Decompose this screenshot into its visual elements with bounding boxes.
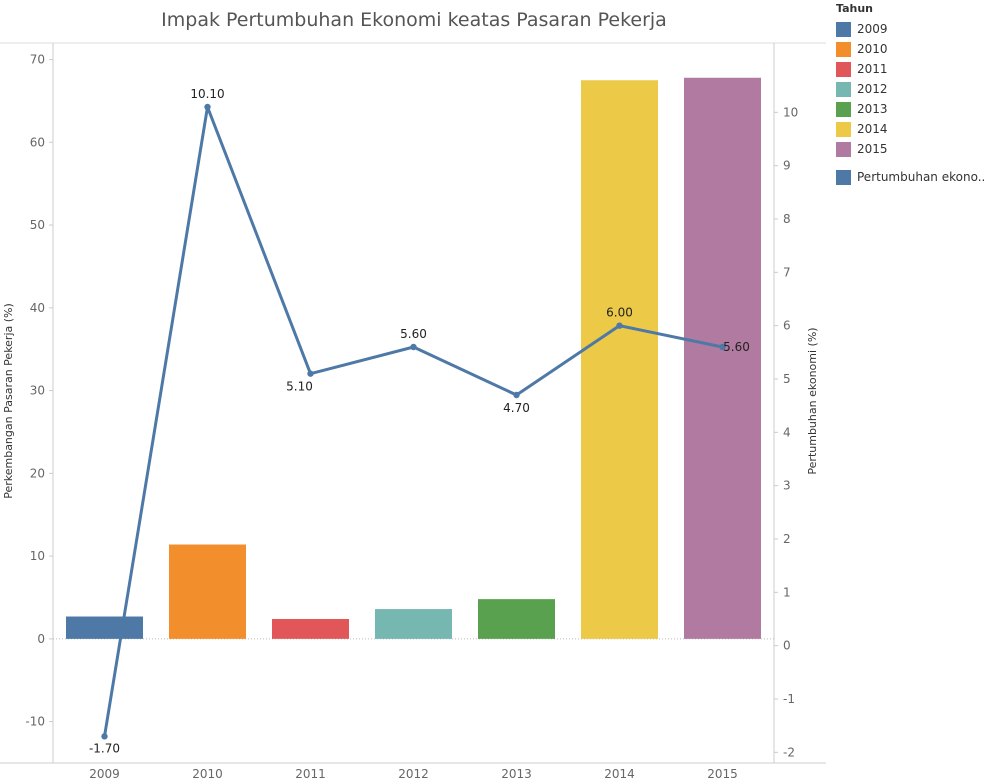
line-data-label: 10.10 — [190, 87, 224, 101]
legend-swatch — [836, 61, 851, 77]
legend-label: Pertumbuhan ekono.. — [857, 170, 984, 184]
bar — [478, 599, 555, 639]
legend-label: 2015 — [857, 142, 888, 156]
legend-item[interactable]: 2012 — [836, 79, 984, 99]
y-tick-label-right: 10 — [783, 105, 798, 119]
y-tick-label-right: 9 — [783, 159, 791, 173]
y-tick-label-right: 7 — [783, 265, 791, 279]
data-labels: -1.70 10.10 5.10 5.60 4.70 6.00 5.60 — [89, 87, 750, 755]
y-tick-label-right: 2 — [783, 532, 791, 546]
y-tick-label-right: 1 — [783, 585, 791, 599]
bar-series — [66, 77, 761, 639]
legend-swatch — [836, 101, 851, 117]
legend-label: 2012 — [857, 82, 888, 96]
bar — [66, 616, 143, 639]
legend-item[interactable]: 2011 — [836, 59, 984, 79]
y-tick-label-left: 30 — [30, 384, 45, 398]
y-tick-label-right: 6 — [783, 319, 791, 333]
line-data-label: 6.00 — [606, 306, 633, 320]
x-tick-label: 2015 — [707, 767, 738, 781]
y-axis-label-left: Perkembangan Pasaran Pekerja (%) — [2, 303, 15, 499]
y-tick-label-left: 10 — [30, 549, 45, 563]
y-tick-label-right: 8 — [783, 212, 791, 226]
y-tick-label-left: 20 — [30, 466, 45, 480]
y-tick-label-left: 40 — [30, 301, 45, 315]
legend-swatch — [836, 141, 851, 157]
line-point — [204, 103, 211, 111]
bar — [272, 619, 349, 639]
bar — [375, 609, 452, 639]
x-tick-label: 2009 — [89, 767, 120, 781]
legend-swatch — [836, 21, 851, 37]
x-tick-label: 2014 — [604, 767, 635, 781]
legend-item[interactable]: 2009 — [836, 19, 984, 39]
y-tick-label-left: 0 — [37, 632, 45, 646]
line-data-label: 4.70 — [503, 401, 530, 415]
legend-title: Tahun — [836, 2, 874, 15]
y-tick-label-right: 4 — [783, 425, 791, 439]
line-data-label: 5.60 — [723, 340, 750, 354]
line-series — [101, 103, 726, 740]
legend-swatch — [836, 169, 851, 185]
line-point — [513, 391, 520, 399]
line-point — [101, 733, 108, 740]
line-point — [307, 370, 314, 377]
line-point — [719, 343, 726, 351]
y-tick-label-left: 50 — [30, 218, 45, 232]
line-point — [410, 343, 417, 351]
line-data-label: -1.70 — [89, 741, 120, 755]
line-data-label: 5.10 — [286, 380, 313, 394]
y-tick-label-right: 3 — [783, 479, 791, 493]
legend-items: 2009 2010 2011 2012 2013 2014 2015 — [836, 19, 984, 159]
bar — [684, 77, 761, 639]
y-axis-label-right: Pertumbuhan ekonomi (%) — [806, 327, 819, 474]
bar — [169, 544, 246, 639]
x-tick-label: 2011 — [295, 767, 326, 781]
legend-label: 2013 — [857, 102, 888, 116]
y-tick-label-right: 5 — [783, 372, 791, 386]
y-tick-label-left: 60 — [30, 135, 45, 149]
legend-label: 2009 — [857, 22, 888, 36]
legend-swatch — [836, 41, 851, 57]
x-tick-label: 2013 — [501, 767, 532, 781]
y-tick-label-right: 0 — [783, 639, 791, 653]
legend: Tahun 2009 2010 2011 2012 2013 2014 2015 Pertu… — [836, 2, 984, 187]
y-tick-label-left: 70 — [30, 53, 45, 67]
legend-label: 2014 — [857, 122, 888, 136]
legend-item[interactable]: 2010 — [836, 39, 984, 59]
legend-item-line[interactable]: Pertumbuhan ekono.. — [836, 167, 984, 187]
line-data-label: 5.60 — [400, 327, 427, 341]
legend-label: 2010 — [857, 42, 888, 56]
legend-item[interactable]: 2014 — [836, 119, 984, 139]
legend-swatch — [836, 121, 851, 137]
y-tick-label-right: -1 — [783, 692, 795, 706]
legend-item[interactable]: 2013 — [836, 99, 984, 119]
legend-swatch — [836, 81, 851, 97]
chart-title: Impak Pertumbuhan Ekonomi keatas Pasaran… — [161, 9, 667, 31]
line-point — [616, 322, 623, 329]
legend-label: 2011 — [857, 62, 888, 76]
bar — [581, 80, 658, 639]
y-tick-label-left: -10 — [25, 715, 45, 729]
x-tick-label: 2012 — [398, 767, 429, 781]
legend-item[interactable]: 2015 — [836, 139, 984, 159]
y-tick-label-right: -2 — [783, 745, 795, 759]
x-tick-label: 2010 — [192, 767, 223, 781]
